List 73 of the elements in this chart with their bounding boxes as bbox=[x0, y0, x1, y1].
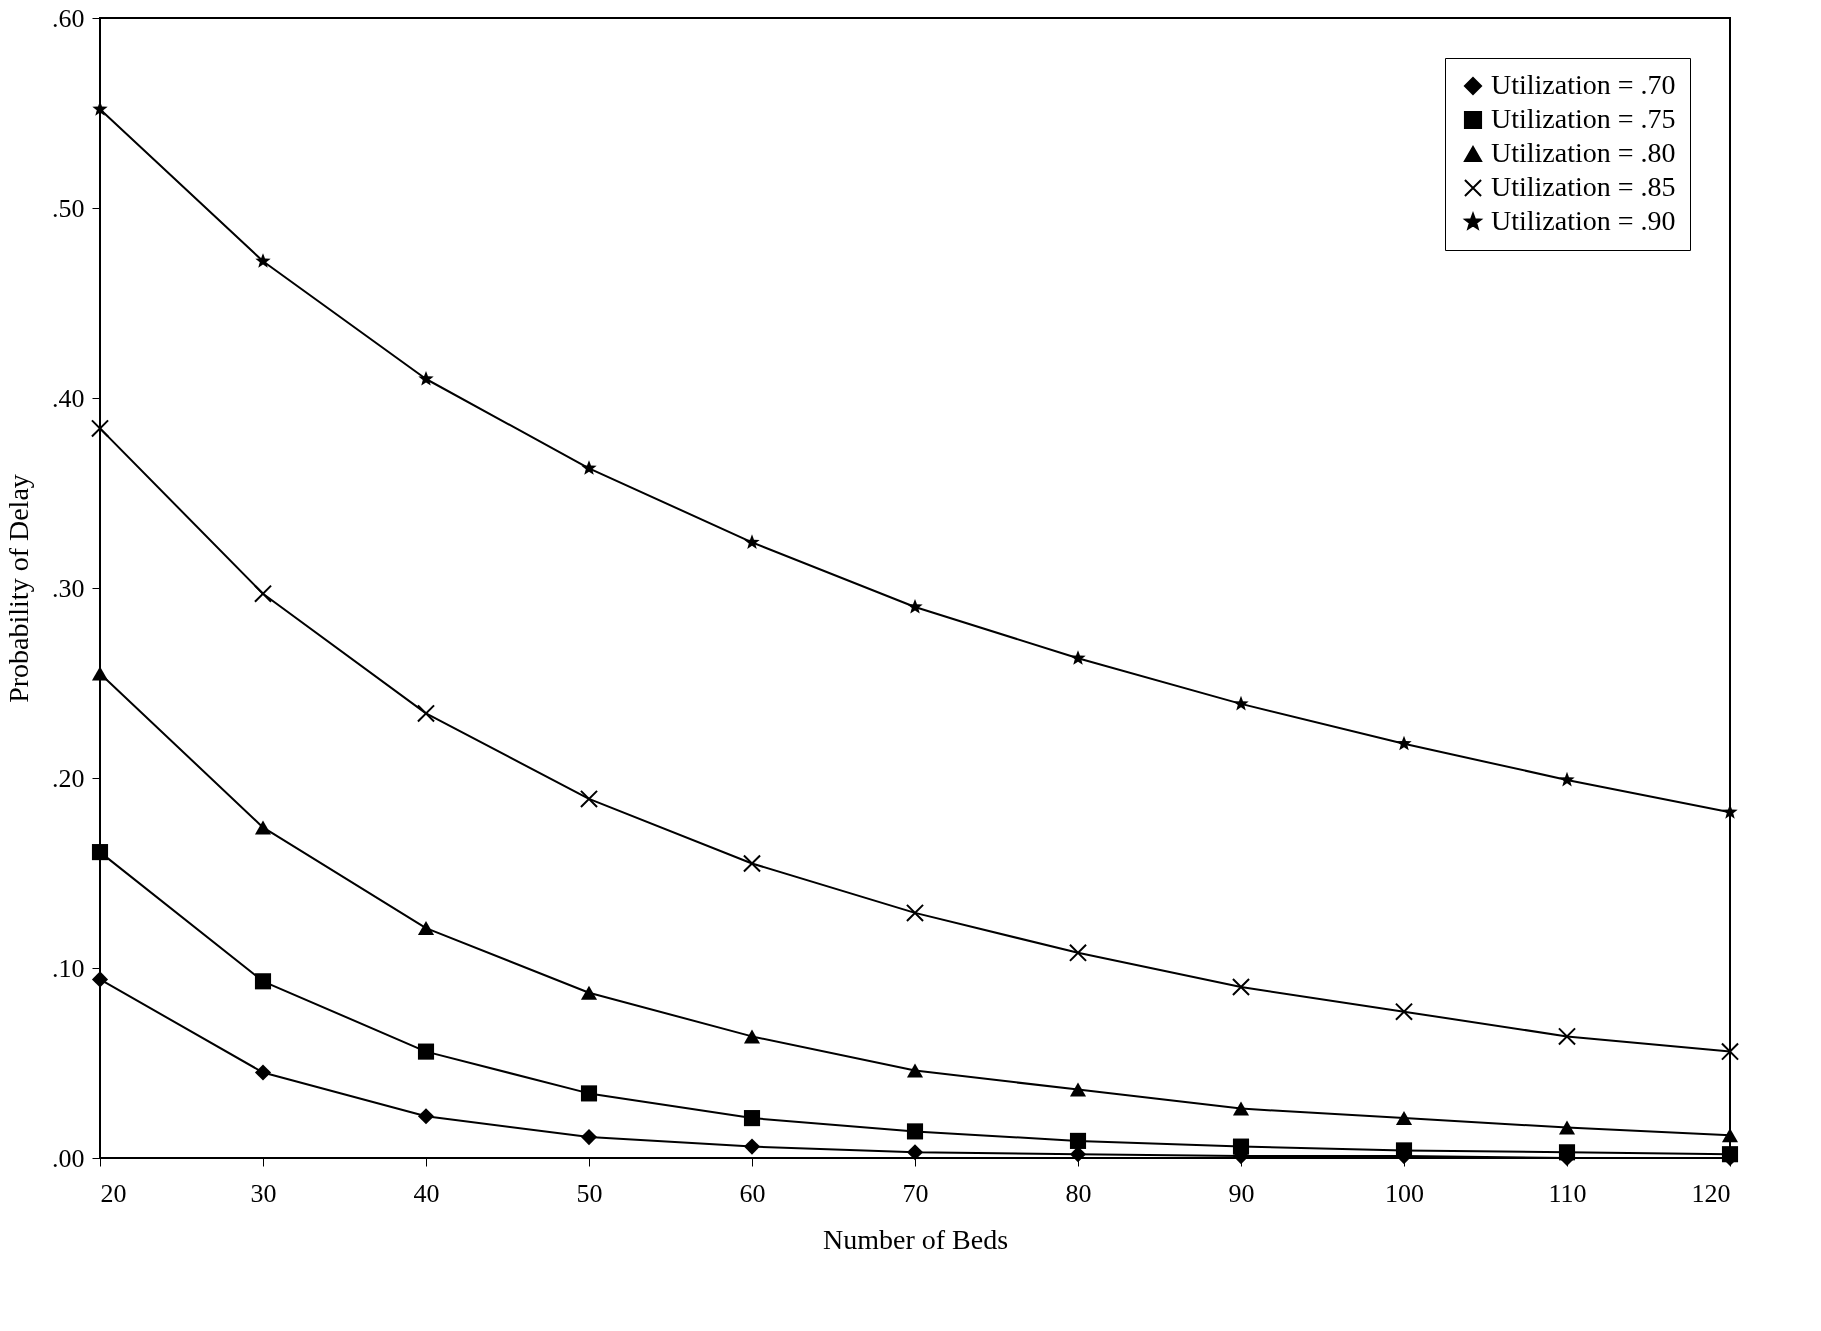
point bbox=[417, 921, 435, 936]
point bbox=[581, 460, 597, 475]
legend-label: Utilization = .75 bbox=[1491, 103, 1676, 134]
point bbox=[906, 1123, 924, 1140]
point bbox=[1231, 977, 1251, 997]
point bbox=[744, 534, 760, 549]
point bbox=[90, 419, 110, 438]
point bbox=[1395, 1111, 1413, 1126]
point bbox=[580, 985, 598, 1000]
point bbox=[253, 584, 273, 603]
point bbox=[91, 844, 109, 861]
x-tick-label: 100 bbox=[1385, 1178, 1424, 1208]
x-tick-label: 70 bbox=[902, 1178, 929, 1208]
point bbox=[1394, 1002, 1414, 1021]
point bbox=[1069, 1146, 1087, 1163]
legend-label: Utilization = .80 bbox=[1491, 137, 1676, 168]
point bbox=[906, 1144, 924, 1161]
point bbox=[1232, 1101, 1250, 1116]
y-axis-title: Probability of Delay bbox=[3, 474, 34, 703]
point bbox=[417, 1043, 435, 1060]
point bbox=[1557, 1027, 1577, 1046]
point bbox=[1069, 1082, 1087, 1097]
x-tick-label: 50 bbox=[576, 1178, 603, 1208]
point bbox=[742, 854, 762, 873]
x-tick-label: 120 bbox=[1691, 1178, 1731, 1208]
point bbox=[906, 1063, 924, 1078]
y-tick-label: .00 bbox=[52, 1143, 85, 1173]
x-axis-title: Number of Beds bbox=[822, 1223, 1009, 1255]
y-tick-label: .30 bbox=[52, 573, 85, 603]
point bbox=[1070, 650, 1086, 665]
point bbox=[254, 973, 272, 990]
point bbox=[907, 598, 923, 614]
y-tick-label: .10 bbox=[52, 953, 85, 983]
point bbox=[1233, 695, 1249, 711]
point bbox=[905, 903, 925, 922]
point bbox=[418, 370, 434, 386]
point bbox=[1069, 1132, 1087, 1149]
y-tick-label: .40 bbox=[52, 383, 85, 413]
x-tick-label: 40 bbox=[413, 1178, 440, 1208]
y-tick-label: .60 bbox=[52, 3, 85, 33]
point bbox=[1559, 771, 1575, 787]
point bbox=[91, 971, 109, 988]
x-tick-label: 90 bbox=[1228, 1178, 1255, 1208]
legend-label: Utilization = .70 bbox=[1491, 69, 1676, 100]
point bbox=[255, 253, 271, 268]
point bbox=[579, 789, 599, 808]
point bbox=[1396, 735, 1412, 751]
point bbox=[1232, 1138, 1250, 1155]
point bbox=[580, 1085, 598, 1102]
point bbox=[1720, 1042, 1740, 1061]
point bbox=[743, 1138, 761, 1155]
x-tick-label: 80 bbox=[1065, 1178, 1092, 1208]
x-tick-label: 30 bbox=[250, 1178, 277, 1208]
point bbox=[1558, 1144, 1576, 1161]
legend-label: Utilization = .85 bbox=[1491, 171, 1676, 202]
point bbox=[743, 1029, 761, 1044]
point bbox=[254, 1064, 272, 1081]
point bbox=[416, 704, 436, 723]
point bbox=[254, 820, 272, 835]
point bbox=[417, 1108, 435, 1125]
x-tick-label: 60 bbox=[739, 1178, 766, 1208]
point bbox=[743, 1110, 761, 1127]
point bbox=[91, 666, 109, 681]
point bbox=[580, 1129, 598, 1146]
point bbox=[1558, 1120, 1576, 1135]
y-tick-label: .50 bbox=[52, 193, 85, 223]
x-tick-label: 110 bbox=[1548, 1178, 1587, 1208]
legend-label: Utilization = .90 bbox=[1491, 205, 1676, 236]
point bbox=[1721, 1128, 1739, 1143]
y-tick-label: .20 bbox=[52, 763, 85, 793]
x-tick-label: 20 bbox=[100, 1178, 127, 1208]
point bbox=[1721, 1146, 1739, 1163]
point bbox=[1068, 943, 1088, 962]
